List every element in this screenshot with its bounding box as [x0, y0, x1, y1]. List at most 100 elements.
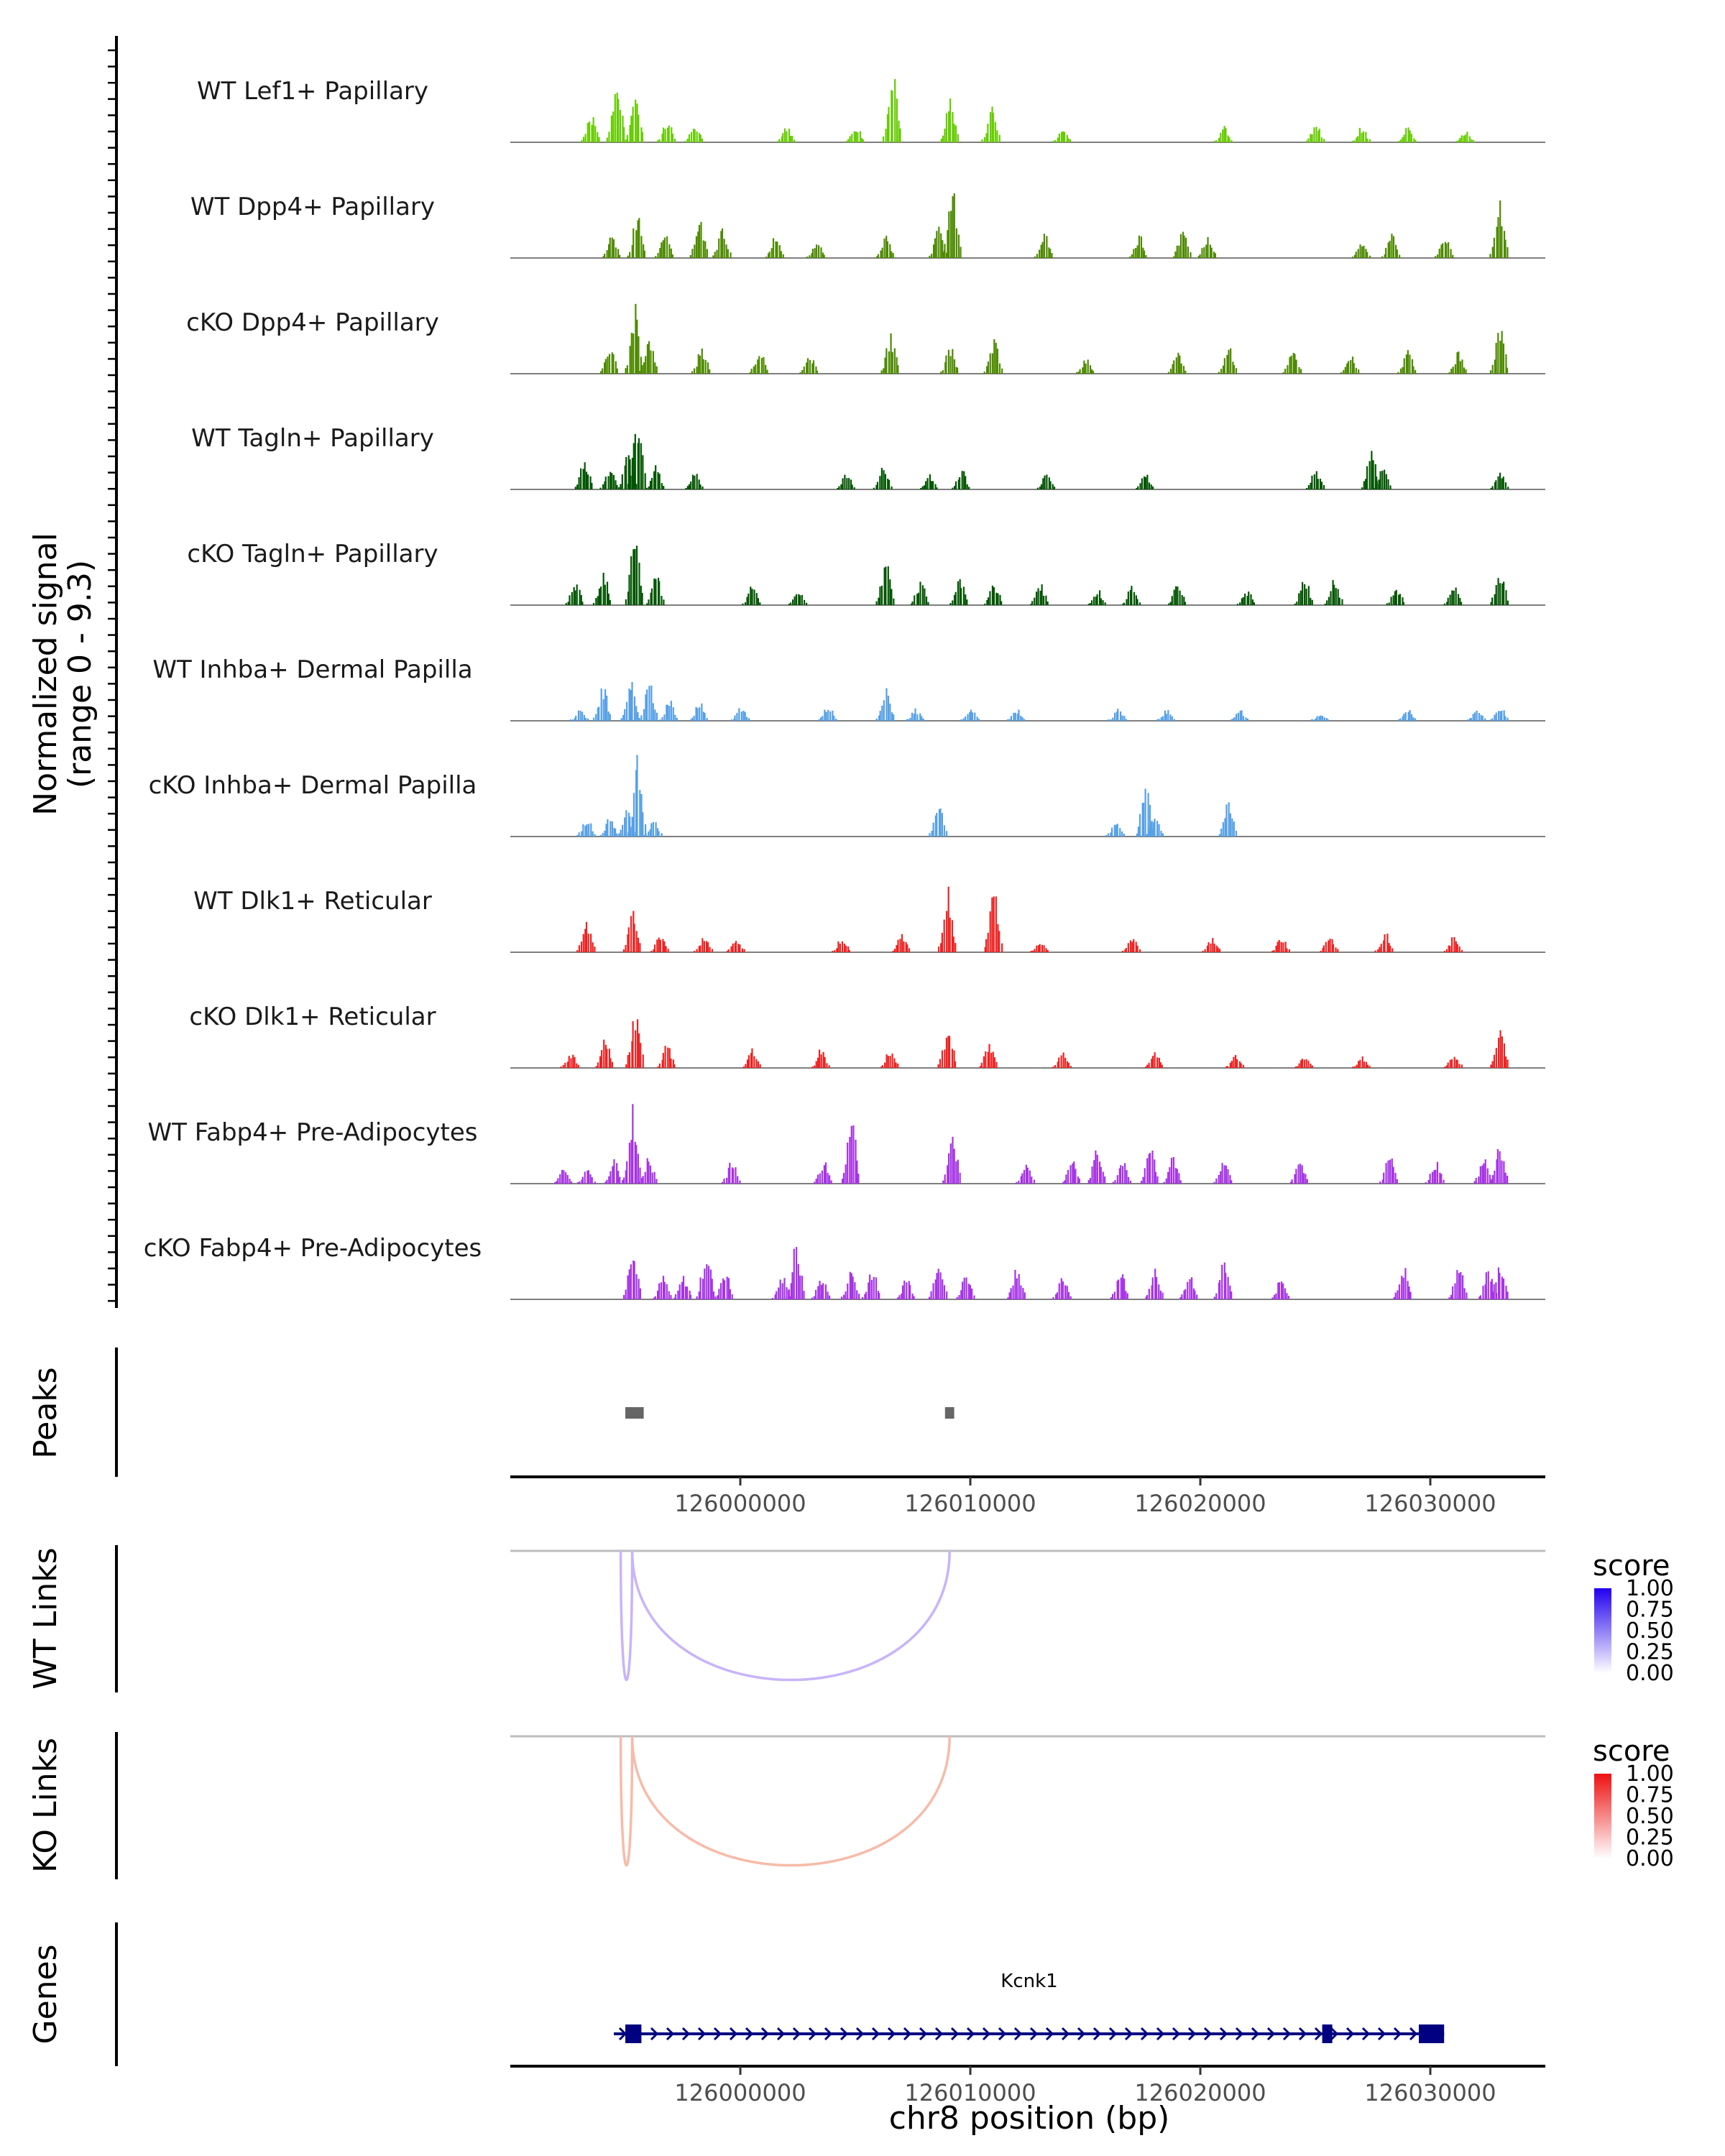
coverage-bar	[1288, 949, 1290, 952]
coverage-bar	[751, 1048, 753, 1068]
coverage-bar	[635, 303, 637, 374]
coverage-bar	[883, 368, 885, 374]
coverage-bar	[883, 567, 886, 605]
coverage-bar	[628, 574, 630, 605]
gene-exon	[1322, 2024, 1333, 2043]
coverage-bar	[1458, 351, 1460, 374]
coverage-bar	[1451, 590, 1453, 605]
coverage-bar	[1476, 710, 1478, 721]
coverage-bar	[638, 336, 640, 374]
coverage-bar	[1206, 945, 1209, 952]
coverage-bar	[850, 1273, 852, 1299]
coverage-bar	[1361, 246, 1363, 258]
gene-strand-arrow	[903, 2027, 912, 2041]
coverage-bar	[1468, 136, 1471, 142]
coverage-bar	[1018, 709, 1020, 721]
coverage-bar	[664, 129, 666, 142]
coverage-bar	[611, 1061, 614, 1068]
coverage-bar	[869, 1274, 871, 1299]
coverage-bar	[1291, 1179, 1293, 1184]
coverage-bar	[834, 950, 836, 952]
coverage-peak	[1398, 127, 1417, 142]
coverage-bar	[889, 579, 891, 605]
gene-strand-arrow	[792, 2027, 801, 2041]
coverage-bar	[1116, 824, 1118, 837]
coverage-bar	[1174, 251, 1177, 258]
coverage-peak	[940, 349, 959, 374]
coverage-bar	[996, 130, 998, 142]
coverage-bar	[1401, 1276, 1403, 1299]
coverage-bar	[572, 719, 574, 721]
coverage-bar	[668, 1291, 670, 1299]
coverage-bar	[604, 481, 606, 489]
coverage-bar	[604, 359, 607, 374]
coverage-bar	[1219, 1280, 1221, 1299]
coverage-bar	[1218, 949, 1221, 952]
coverage-bar	[1368, 255, 1371, 258]
coverage-bar	[686, 138, 689, 142]
coverage-bar	[1455, 141, 1458, 142]
coverage-bar	[1238, 602, 1241, 605]
coverage-bar	[625, 368, 627, 374]
coverage-bar	[1456, 1059, 1458, 1068]
coverage-bar	[666, 127, 669, 142]
coverage-bar	[1491, 1291, 1494, 1299]
coverage-bar	[1323, 139, 1325, 142]
coverage-bar	[1156, 1176, 1159, 1184]
coverage-bar	[714, 252, 716, 258]
coverage-bar	[789, 136, 792, 142]
coverage-bar	[1213, 1296, 1215, 1299]
coverage-bar	[841, 941, 844, 952]
coverage-track-label: WT Inhba+ Dermal Papilla	[152, 655, 472, 684]
coverage-bar	[1248, 591, 1250, 605]
coverage-bar	[1077, 372, 1080, 374]
coverage-bar	[727, 1167, 730, 1184]
coverage-bar	[591, 1177, 593, 1184]
coverage-bar	[662, 939, 664, 952]
coverage-bar	[897, 1297, 899, 1299]
coverage-bar	[657, 472, 659, 489]
coverage-bar	[583, 714, 585, 721]
coverage-bar	[1280, 1281, 1283, 1299]
legend-tick-label: 0.75	[1626, 1598, 1674, 1623]
coverage-bar	[1490, 1064, 1492, 1068]
coverage-bar	[1412, 717, 1414, 721]
coverage-bar	[571, 591, 573, 605]
coverage-peak	[623, 1104, 641, 1184]
coverage-track-label: WT Fabp4+ Pre-Adipocytes	[148, 1118, 478, 1147]
coverage-bar	[1504, 716, 1506, 721]
coverage-bar	[1230, 1291, 1233, 1299]
coverage-bar	[706, 1264, 708, 1299]
coverage-peak	[1351, 244, 1371, 258]
gene-strand-arrow	[713, 2027, 722, 2041]
coverage-bar	[837, 488, 839, 489]
coverage-bar	[1178, 245, 1180, 258]
coverage-bar	[868, 1282, 870, 1299]
coverage-bar	[927, 602, 929, 605]
coverage-peak	[599, 471, 618, 489]
coverage-bar	[942, 1180, 944, 1184]
coverage-bar	[795, 594, 798, 605]
coverage-bar	[1471, 139, 1473, 142]
gene-strand-arrow	[966, 2027, 975, 2041]
coverage-peak	[1213, 1262, 1233, 1299]
coverage-bar	[1223, 126, 1225, 142]
coverage-bar	[695, 236, 698, 258]
coverage-bar	[1307, 485, 1310, 489]
coverage-bar	[985, 366, 988, 374]
coverage-bar	[828, 1175, 831, 1184]
coverage-bar	[688, 484, 691, 489]
coverage-bar	[1116, 1281, 1118, 1299]
coverage-bar	[824, 1162, 827, 1184]
coverage-bar	[909, 717, 911, 721]
coverage-bar	[814, 1181, 816, 1184]
coverage-bar	[667, 1047, 669, 1068]
coverage-bar	[886, 348, 888, 374]
coverage-bar	[581, 1179, 583, 1184]
coverage-bar	[1506, 600, 1509, 605]
coverage-bar	[606, 1049, 608, 1068]
peak-region	[944, 1407, 954, 1419]
gene-strand-arrow	[1124, 2027, 1133, 2041]
coverage-bar	[674, 1294, 677, 1299]
